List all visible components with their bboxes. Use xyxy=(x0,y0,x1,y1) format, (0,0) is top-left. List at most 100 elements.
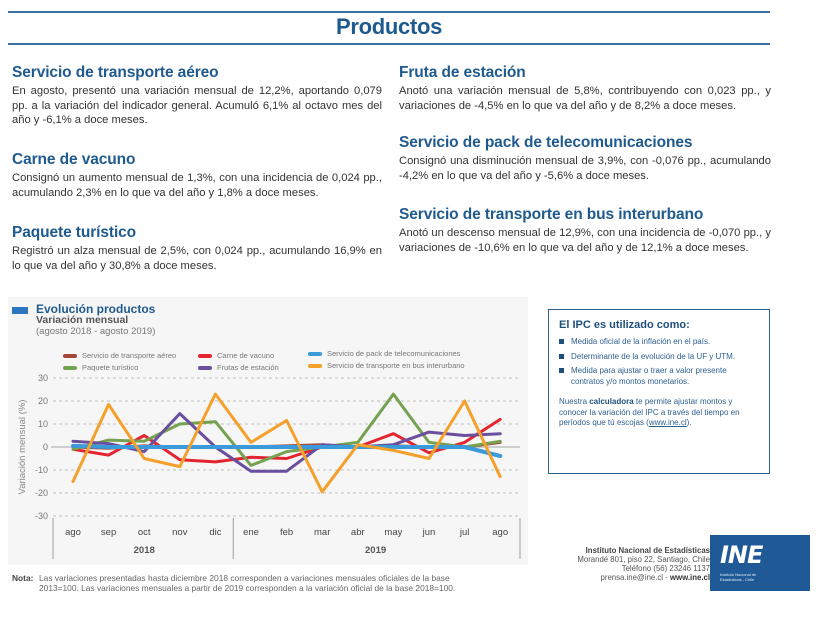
org-website[interactable]: www.ine.cl xyxy=(669,573,710,582)
y-tick-label: -10 xyxy=(35,465,48,475)
item-heading: Servicio de transporte en bus interurban… xyxy=(399,206,704,223)
ine-website-link[interactable]: www.ine.cl xyxy=(648,418,687,427)
item-heading: Servicio de pack de telecomunicaciones xyxy=(399,134,693,151)
item-heading: Carne de vacuno xyxy=(12,151,136,168)
x-tick-label: ene xyxy=(243,527,259,538)
info-box-title: El IPC es utilizado como: xyxy=(559,319,690,331)
item-carne-vacuno: Carne de vacuno Consignó un aumento mens… xyxy=(12,151,382,200)
year-label: 2019 xyxy=(365,545,386,556)
info-bullet: Medida para ajustar o traer a valor pres… xyxy=(559,366,759,387)
org-phone: Teléfono (56) 23246 1137 xyxy=(621,564,710,573)
info-bullet-text: Medida oficial de la inflación en el paí… xyxy=(571,337,711,346)
square-bullet-icon xyxy=(559,368,564,373)
legend-label: Frutas de estación xyxy=(217,363,279,372)
legend-swatch xyxy=(63,365,77,370)
item-body: Anotó un descenso mensual de 12,9%, con … xyxy=(399,227,771,254)
item-body: En agosto, presentó una variación mensua… xyxy=(12,85,382,126)
item-heading: Servicio de transporte aéreo xyxy=(12,64,219,81)
x-tick-label: mar xyxy=(314,527,330,538)
legend-swatch xyxy=(63,353,77,358)
legend-item: Servicio de transporte en bus interurban… xyxy=(308,361,465,370)
calc-bold: calculadora xyxy=(589,397,634,406)
y-tick-label: 30 xyxy=(38,373,48,383)
item-pack-telecom: Servicio de pack de telecomunicaciones C… xyxy=(399,134,771,183)
y-axis-label: Variación mensual (%) xyxy=(17,400,28,495)
ine-logo: INE Instituto Nacional de Estadísticas -… xyxy=(710,535,810,591)
legend-item: Paquete turístico xyxy=(63,363,138,372)
series-line-servicio-de-transporte-en-bus-interurbano xyxy=(71,392,502,494)
legend-label: Servicio de transporte en bus interurban… xyxy=(327,361,465,370)
info-bullet-text: Medida para ajustar o traer a valor pres… xyxy=(571,366,727,386)
x-tick-label: oct xyxy=(138,527,151,538)
ine-logo-tagline: Instituto Nacional de Estadísticas - Chi… xyxy=(720,572,757,582)
item-body: Consignó un aumento mensual de 1,3%, con… xyxy=(12,172,382,199)
y-tick-label: 20 xyxy=(38,396,48,406)
legend-item: Servicio de transporte aéreo xyxy=(63,351,176,360)
chart-title: Evolución productos xyxy=(36,302,156,316)
series-line-paquete-tur-stico xyxy=(71,392,502,467)
org-address: Morandé 801, piso 22, Santiago, Chile xyxy=(577,555,710,564)
legend-label: Servicio de transporte aéreo xyxy=(82,351,177,360)
info-bullet: Medida oficial de la inflación en el paí… xyxy=(559,337,759,348)
x-tick-label: ago xyxy=(65,527,81,538)
y-tick-label: 0 xyxy=(43,442,48,452)
y-tick-label: 10 xyxy=(38,419,48,429)
calc-suffix: ). xyxy=(686,418,692,427)
item-body: Consignó una disminución mensual de 3,9%… xyxy=(399,155,771,182)
x-tick-label: ago xyxy=(492,527,508,538)
x-tick-label: feb xyxy=(280,527,293,538)
series-line-servicio-de-pack-de-telecomunicaciones xyxy=(71,443,503,458)
item-body: Anotó una variación mensual de 5,8%, con… xyxy=(399,85,771,112)
calc-middle: te permite ajustar montos y conocer la v… xyxy=(559,397,740,427)
calculator-note: Nuestra calculadora te permite ajustar m… xyxy=(559,397,759,429)
series-line-carne-de-vacuno xyxy=(71,417,502,464)
page-title: Productos xyxy=(335,14,443,39)
square-bullet-icon xyxy=(559,353,564,359)
org-name: Instituto Nacional de Estadísticas xyxy=(585,546,710,555)
legend-swatch xyxy=(198,353,212,358)
line-chart: 30 20 10 0 -10 -20 -30 Variación mensual (%) ago… xyxy=(17,373,521,559)
legend-item: Servicio de pack de telecomunicaciones xyxy=(308,349,460,358)
footer-address: Instituto Nacional de Estadísticas Moran… xyxy=(577,546,710,582)
y-tick-label: -30 xyxy=(35,511,48,521)
note-label: Nota: xyxy=(12,573,34,583)
info-bullet: Determinante de la evolución de la UF y … xyxy=(559,352,759,363)
chart-period: (agosto 2018 - agosto 2019) xyxy=(36,326,156,337)
chart-marker-icon xyxy=(12,307,28,314)
x-tick-label: abr xyxy=(351,527,365,538)
x-tick-label: sep xyxy=(101,527,116,538)
item-transporte-aereo: Servicio de transporte aéreo En agosto, … xyxy=(12,64,382,128)
legend-label: Carne de vacuno xyxy=(217,351,275,360)
legend-swatch xyxy=(198,365,212,370)
legend-swatch xyxy=(308,351,322,356)
calc-prefix: Nuestra xyxy=(559,397,590,406)
top-rule xyxy=(8,11,770,13)
info-box-list: Medida oficial de la inflación en el paí… xyxy=(559,337,759,387)
square-bullet-icon xyxy=(559,339,564,344)
note-text: Las variaciones presentadas hasta diciem… xyxy=(39,573,456,594)
item-heading: Paquete turístico xyxy=(12,224,137,241)
legend-label: Paquete turístico xyxy=(82,363,139,372)
x-tick-label: may xyxy=(384,527,402,538)
item-paquete-turistico: Paquete turístico Registró un alza mensu… xyxy=(12,224,382,273)
x-tick-label: nov xyxy=(172,527,188,538)
year-label: 2018 xyxy=(134,545,155,556)
org-email[interactable]: prensa.ine@ine.cl - xyxy=(600,573,670,582)
series-line-frutas-de-estaci-n xyxy=(71,412,502,473)
item-body: Registró un alza mensual de 2,5%, con 0,… xyxy=(12,245,382,272)
legend-swatch xyxy=(308,363,322,368)
title-rule xyxy=(8,43,770,45)
legend-item: Carne de vacuno xyxy=(198,351,274,360)
item-bus-interurbano: Servicio de transporte en bus interurban… xyxy=(399,206,771,255)
item-fruta-estacion: Fruta de estación Anotó una variación me… xyxy=(399,64,771,113)
ipc-info-box: El IPC es utilizado como: Medida oficial… xyxy=(548,309,770,474)
legend-label: Servicio de pack de telecomunicaciones xyxy=(327,349,461,358)
chart-subtitle: Variación mensual xyxy=(36,314,129,326)
legend-item: Frutas de estación xyxy=(198,363,279,372)
item-heading: Fruta de estación xyxy=(399,64,526,81)
chart-panel: Evolución productos Variación mensual (a… xyxy=(8,297,528,565)
info-bullet-text: Determinante de la evolución de la UF y … xyxy=(571,351,736,361)
x-tick-label: dic xyxy=(209,527,221,538)
org-contact: prensa.ine@ine.cl - www.ine.cl xyxy=(577,573,710,582)
x-tick-label: jul xyxy=(459,527,470,538)
